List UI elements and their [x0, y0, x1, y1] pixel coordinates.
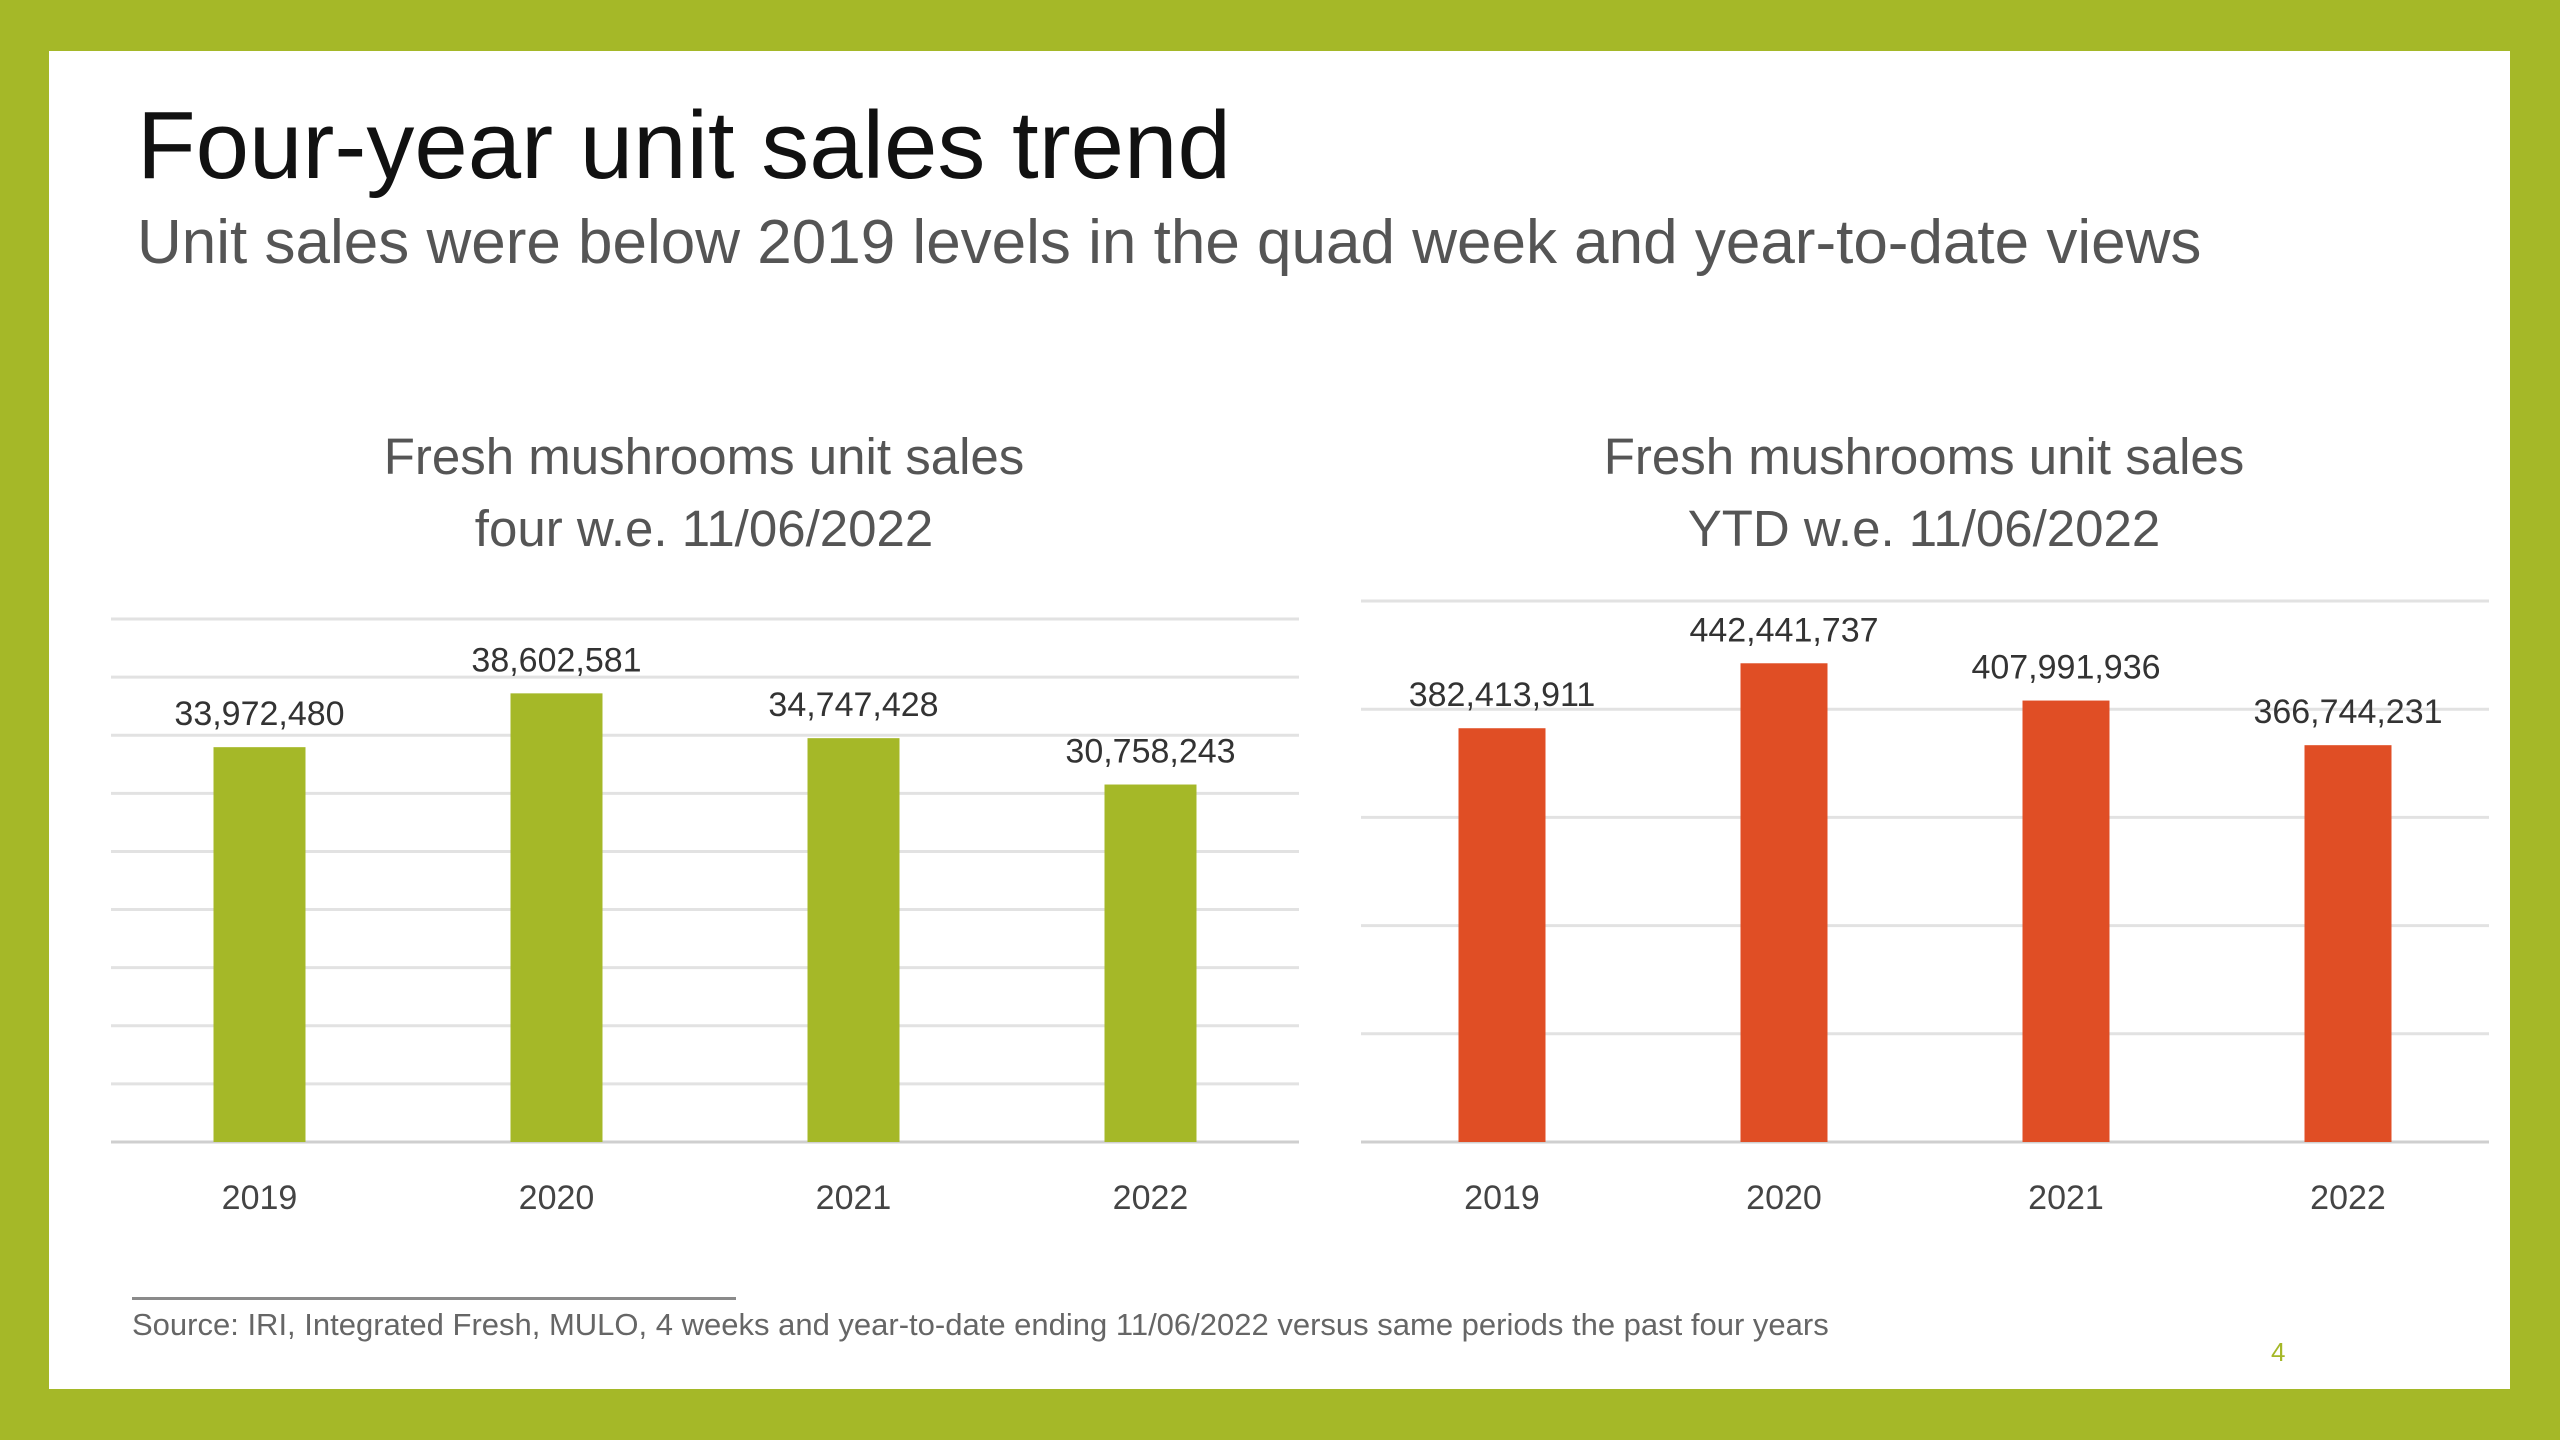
gridlines [1361, 599, 2489, 1144]
bar-2019 [1458, 728, 1546, 1142]
x-tick-label-2021: 2021 [816, 1179, 892, 1217]
x-tick-label-2020: 2020 [519, 1179, 595, 1217]
data-label-2021: 407,991,936 [1971, 649, 2160, 687]
left-chart-title-line1: Fresh mushrooms unit sales [383, 428, 1025, 485]
data-label-2019: 382,413,911 [1409, 676, 1596, 714]
bar-2020 [510, 693, 603, 1142]
x-tick-label-2021: 2021 [2028, 1179, 2104, 1217]
slide: Four-year unit sales trend Unit sales we… [49, 51, 2510, 1389]
slide-subtitle: Unit sales were below 2019 levels in the… [137, 208, 2202, 277]
bar-2022 [1104, 784, 1197, 1142]
x-tick-label-2022: 2022 [1113, 1179, 1189, 1217]
data-label-2021: 34,747,428 [768, 686, 938, 724]
x-tick-label-2019: 2019 [1464, 1179, 1540, 1217]
four-week-unit-sales-chart: 33,972,480 2019 38,602,581 2020 34,747,428 20… [111, 617, 1299, 1217]
data-label-2019: 33,972,480 [174, 695, 344, 733]
right-chart-title-line1: Fresh mushrooms unit sales [1603, 428, 2245, 485]
x-tick-label-2019: 2019 [222, 1179, 298, 1217]
bar-2021 [807, 738, 900, 1142]
ytd-unit-sales-chart: 382,413,911 2019 442,441,737 2020 407,991,93… [1361, 599, 2489, 1217]
data-label-2020: 442,441,737 [1689, 611, 1878, 649]
bar-2021 [2022, 700, 2110, 1142]
left-chart-title: Fresh mushrooms unit sales four w.e. 11/… [109, 421, 1299, 565]
data-label-2022: 366,744,231 [2253, 693, 2442, 731]
gridlines [111, 617, 1299, 1144]
x-tick-label-2022: 2022 [2310, 1179, 2386, 1217]
left-chart-title-line2: four w.e. 11/06/2022 [474, 500, 934, 557]
right-chart-title: Fresh mushrooms unit sales YTD w.e. 11/0… [1359, 421, 2489, 565]
data-label-2020: 38,602,581 [471, 641, 641, 679]
source-note: Source: IRI, Integrated Fresh, MULO, 4 w… [132, 1307, 1829, 1342]
source-divider [132, 1297, 736, 1300]
x-tick-label-2020: 2020 [1746, 1179, 1822, 1217]
slide-title: Four-year unit sales trend [137, 92, 1231, 199]
bar-2022 [2304, 745, 2392, 1142]
right-chart-title-line2: YTD w.e. 11/06/2022 [1687, 500, 2161, 557]
bar-2020 [1740, 663, 1828, 1142]
data-label-2022: 30,758,243 [1065, 733, 1235, 771]
page-number: 4 [2271, 1337, 2286, 1367]
bar-2019 [213, 747, 306, 1142]
